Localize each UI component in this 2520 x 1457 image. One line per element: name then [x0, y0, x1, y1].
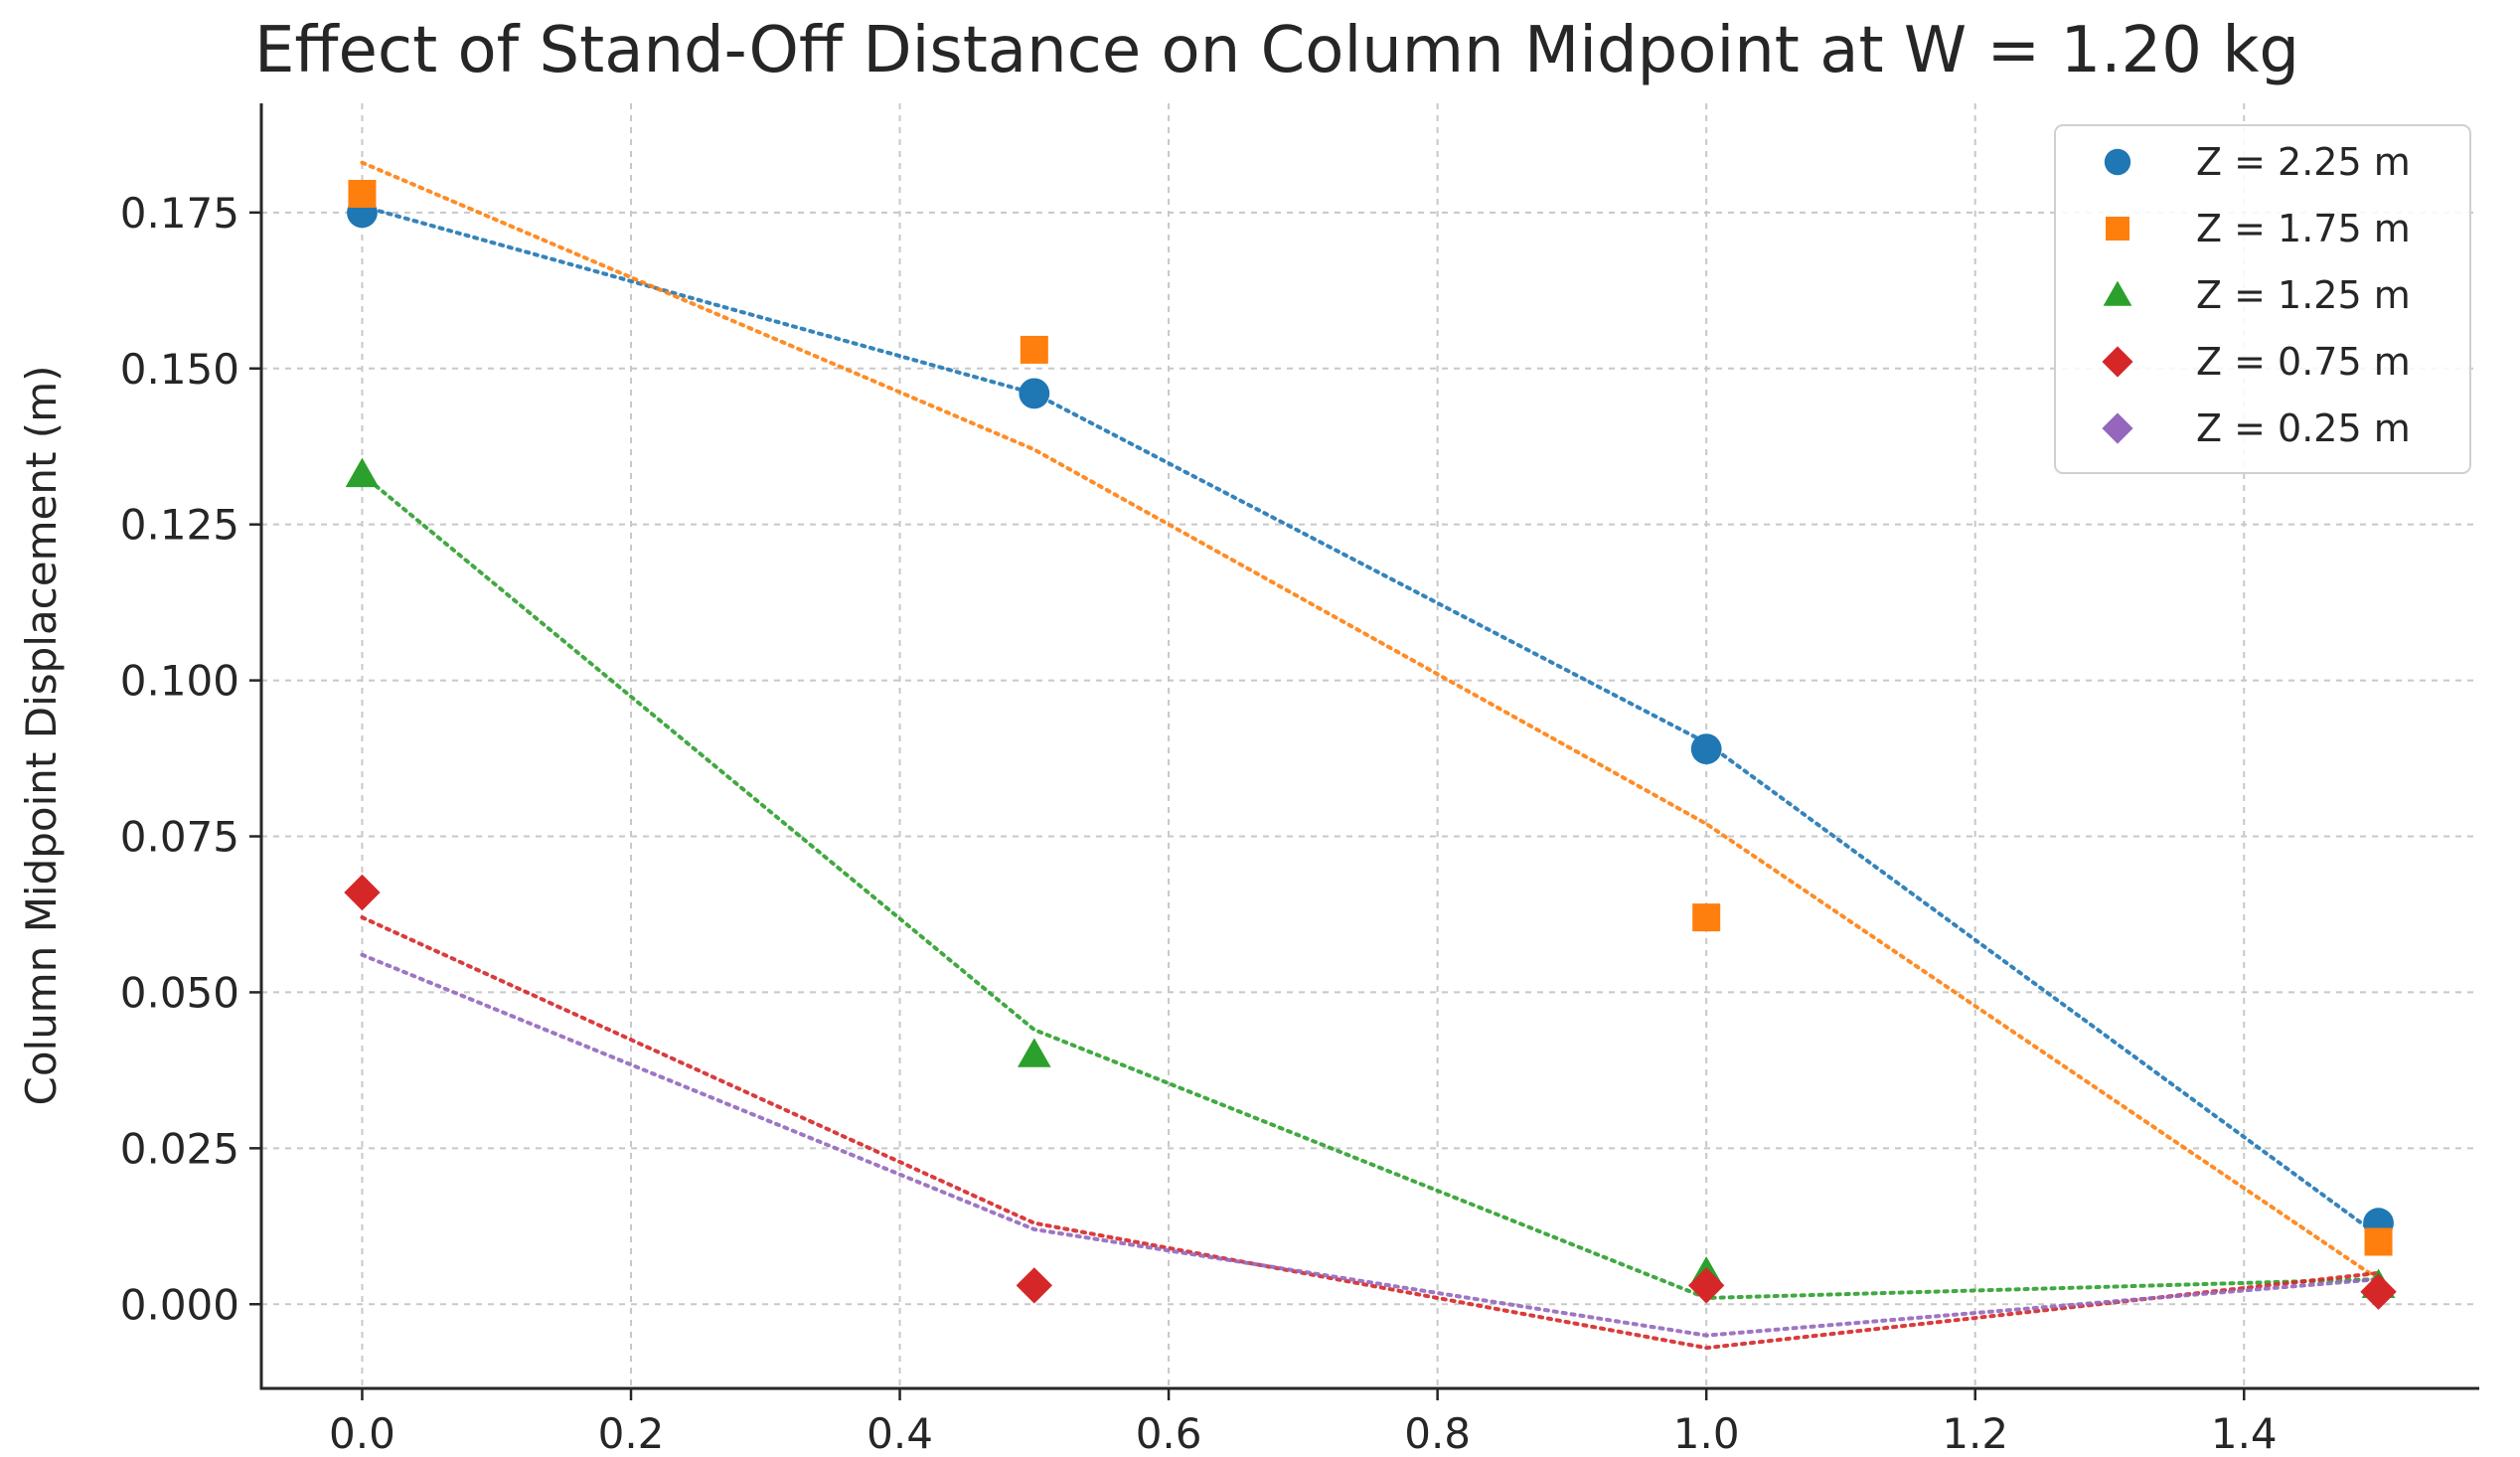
grid-lines [261, 103, 2479, 1388]
x-tick-label: 1.0 [1673, 1409, 1740, 1457]
y-tick-label: 0.175 [120, 189, 239, 238]
data-markers [344, 180, 2397, 1310]
data-point [1687, 1267, 1725, 1304]
data-point [1016, 1267, 1053, 1304]
data-point [2364, 1227, 2393, 1256]
trend-line [360, 952, 2381, 1338]
trend-line [360, 160, 2381, 1282]
x-tick-label: 0.8 [1404, 1409, 1471, 1457]
y-tick-label: 0.150 [120, 345, 239, 394]
chart-title: Effect of Stand-Off Distance on Column M… [254, 14, 2299, 87]
data-point [344, 874, 381, 911]
axis-spine [259, 103, 2479, 1390]
data-point [1690, 733, 1722, 765]
trend-line [360, 472, 2381, 1300]
data-point [1020, 335, 1048, 364]
legend-label: Z = 2.25 m [2196, 140, 2411, 184]
x-tick-label: 1.4 [2211, 1409, 2278, 1457]
data-point [1018, 1038, 1051, 1067]
legend-marker [2102, 412, 2133, 444]
trend-line [360, 915, 2381, 1351]
data-point [348, 180, 377, 209]
legend-marker [2106, 217, 2129, 241]
data-point [1019, 378, 1050, 409]
legend-box [2054, 124, 2471, 474]
legend-marker [2102, 346, 2133, 378]
x-tick-label: 1.2 [1942, 1409, 2008, 1457]
y-tick-label: 0.075 [120, 813, 239, 862]
y-tick-label: 0.125 [120, 501, 239, 550]
y-axis-label: Column Midpoint Displacement (m) [17, 366, 66, 1106]
y-tick-label: 0.000 [120, 1280, 239, 1329]
x-tick-label: 0.6 [1136, 1409, 1202, 1457]
x-tick-label: 0.0 [329, 1409, 395, 1457]
tick-labels: 0.0 0.2 0.4 0.6 0.8 1.0 1.2 1.4 0.000 0.025 0.050 0… [120, 189, 2278, 1457]
legend-label: Z = 1.75 m [2196, 207, 2411, 250]
legend-label: Z = 1.25 m [2196, 273, 2411, 317]
legend-marker [2103, 280, 2132, 306]
axes [249, 103, 2479, 1400]
x-tick-label: 0.4 [866, 1409, 933, 1457]
trend-lines [360, 160, 2381, 1351]
trend-line [360, 204, 2381, 1238]
y-tick-label: 0.050 [120, 968, 239, 1017]
data-point [1692, 903, 1721, 932]
legend-label: Z = 0.25 m [2196, 406, 2411, 450]
y-tick-label: 0.025 [120, 1124, 239, 1173]
legend-marker [2104, 148, 2131, 176]
y-tick-label: 0.100 [120, 657, 239, 706]
x-tick-label: 0.2 [598, 1409, 665, 1457]
data-point [2360, 1273, 2397, 1310]
legend-label: Z = 0.75 m [2196, 340, 2411, 384]
data-point [345, 457, 380, 488]
legend: Z = 2.25 m Z = 1.75 m Z = 1.25 m Z = 0.75 m… [2054, 124, 2471, 474]
